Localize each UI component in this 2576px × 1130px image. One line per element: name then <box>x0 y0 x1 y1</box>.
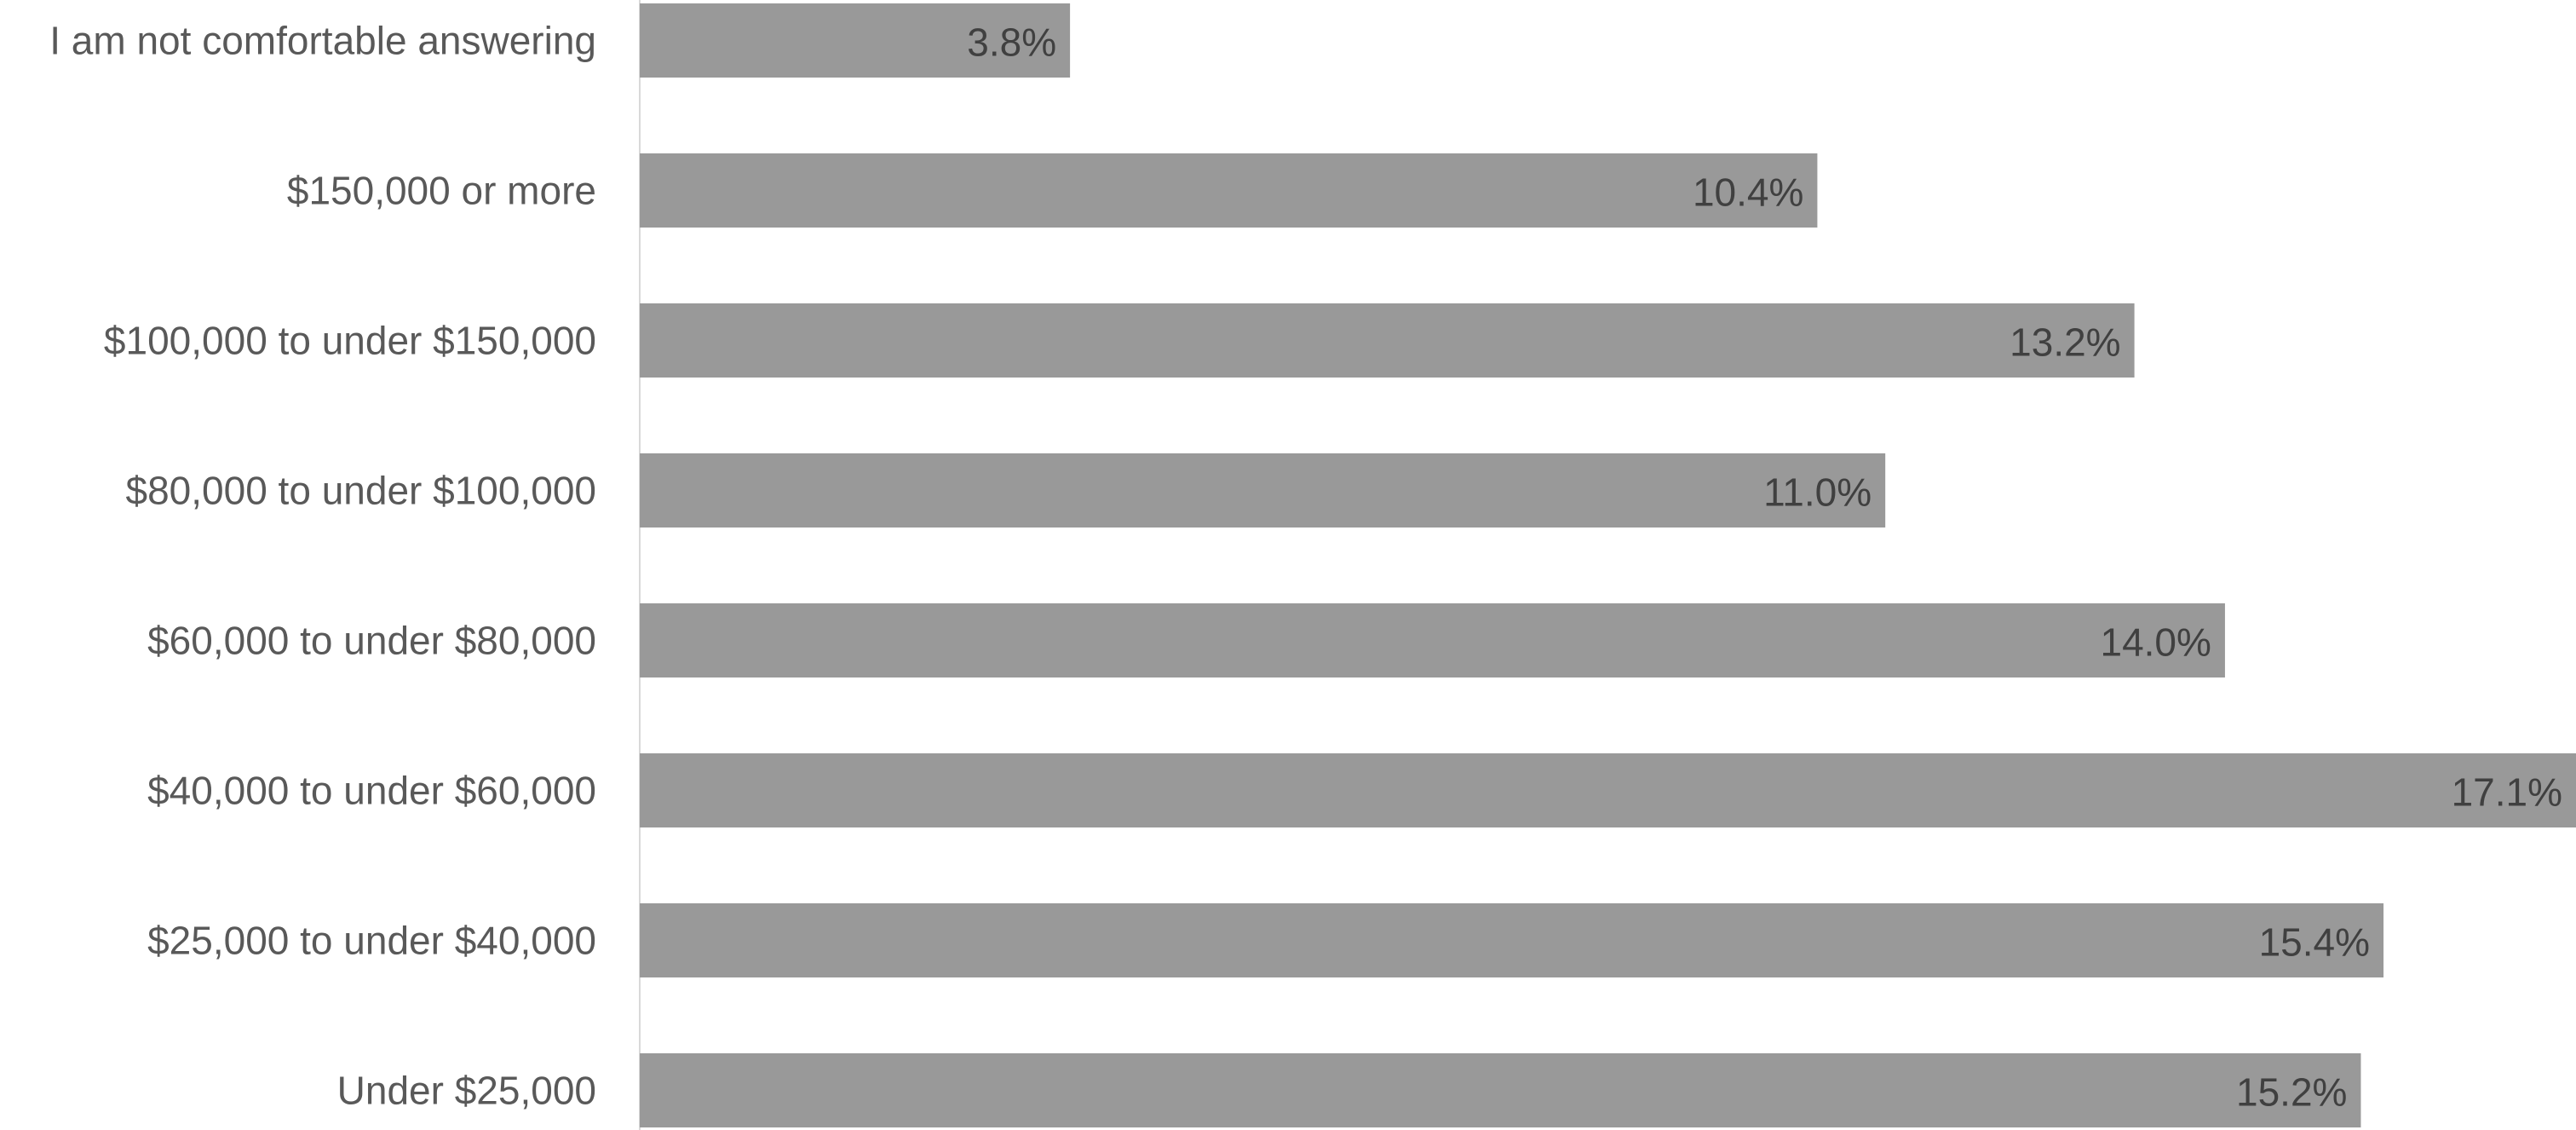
data-label: 11.0% <box>1763 470 1872 515</box>
bar <box>640 1053 2361 1127</box>
data-label: 3.8% <box>967 20 1056 65</box>
data-label: 13.2% <box>2010 320 2120 365</box>
bar <box>640 753 2576 827</box>
bar <box>640 453 1886 528</box>
category-label: $60,000 to under $80,000 <box>147 619 596 663</box>
bar <box>640 3 1071 78</box>
category-label: Under $25,000 <box>337 1069 596 1113</box>
bar <box>640 603 2225 677</box>
category-label: I am not comfortable answering <box>49 19 596 63</box>
data-label: 17.1% <box>2452 770 2562 815</box>
bars-group <box>640 3 2576 1127</box>
category-labels-group: I am not comfortable answering $150,000 o… <box>49 19 596 1113</box>
data-label: 15.4% <box>2259 920 2370 965</box>
category-label: $25,000 to under $40,000 <box>147 919 596 963</box>
category-label: $40,000 to under $60,000 <box>147 769 596 813</box>
data-label: 14.0% <box>2100 620 2211 665</box>
data-label: 15.2% <box>2236 1070 2347 1115</box>
data-label: 10.4% <box>1693 170 1803 215</box>
bar <box>640 903 2384 977</box>
bar <box>640 153 1818 228</box>
category-label: $80,000 to under $100,000 <box>126 469 597 513</box>
bar <box>640 303 2135 378</box>
category-label: $150,000 or more <box>287 169 596 213</box>
data-labels-group: 3.8% 10.4% 13.2% 11.0% 14.0% 17.1% 15.4% 15.2% <box>967 20 2562 1115</box>
category-label: $100,000 to under $150,000 <box>104 319 596 363</box>
